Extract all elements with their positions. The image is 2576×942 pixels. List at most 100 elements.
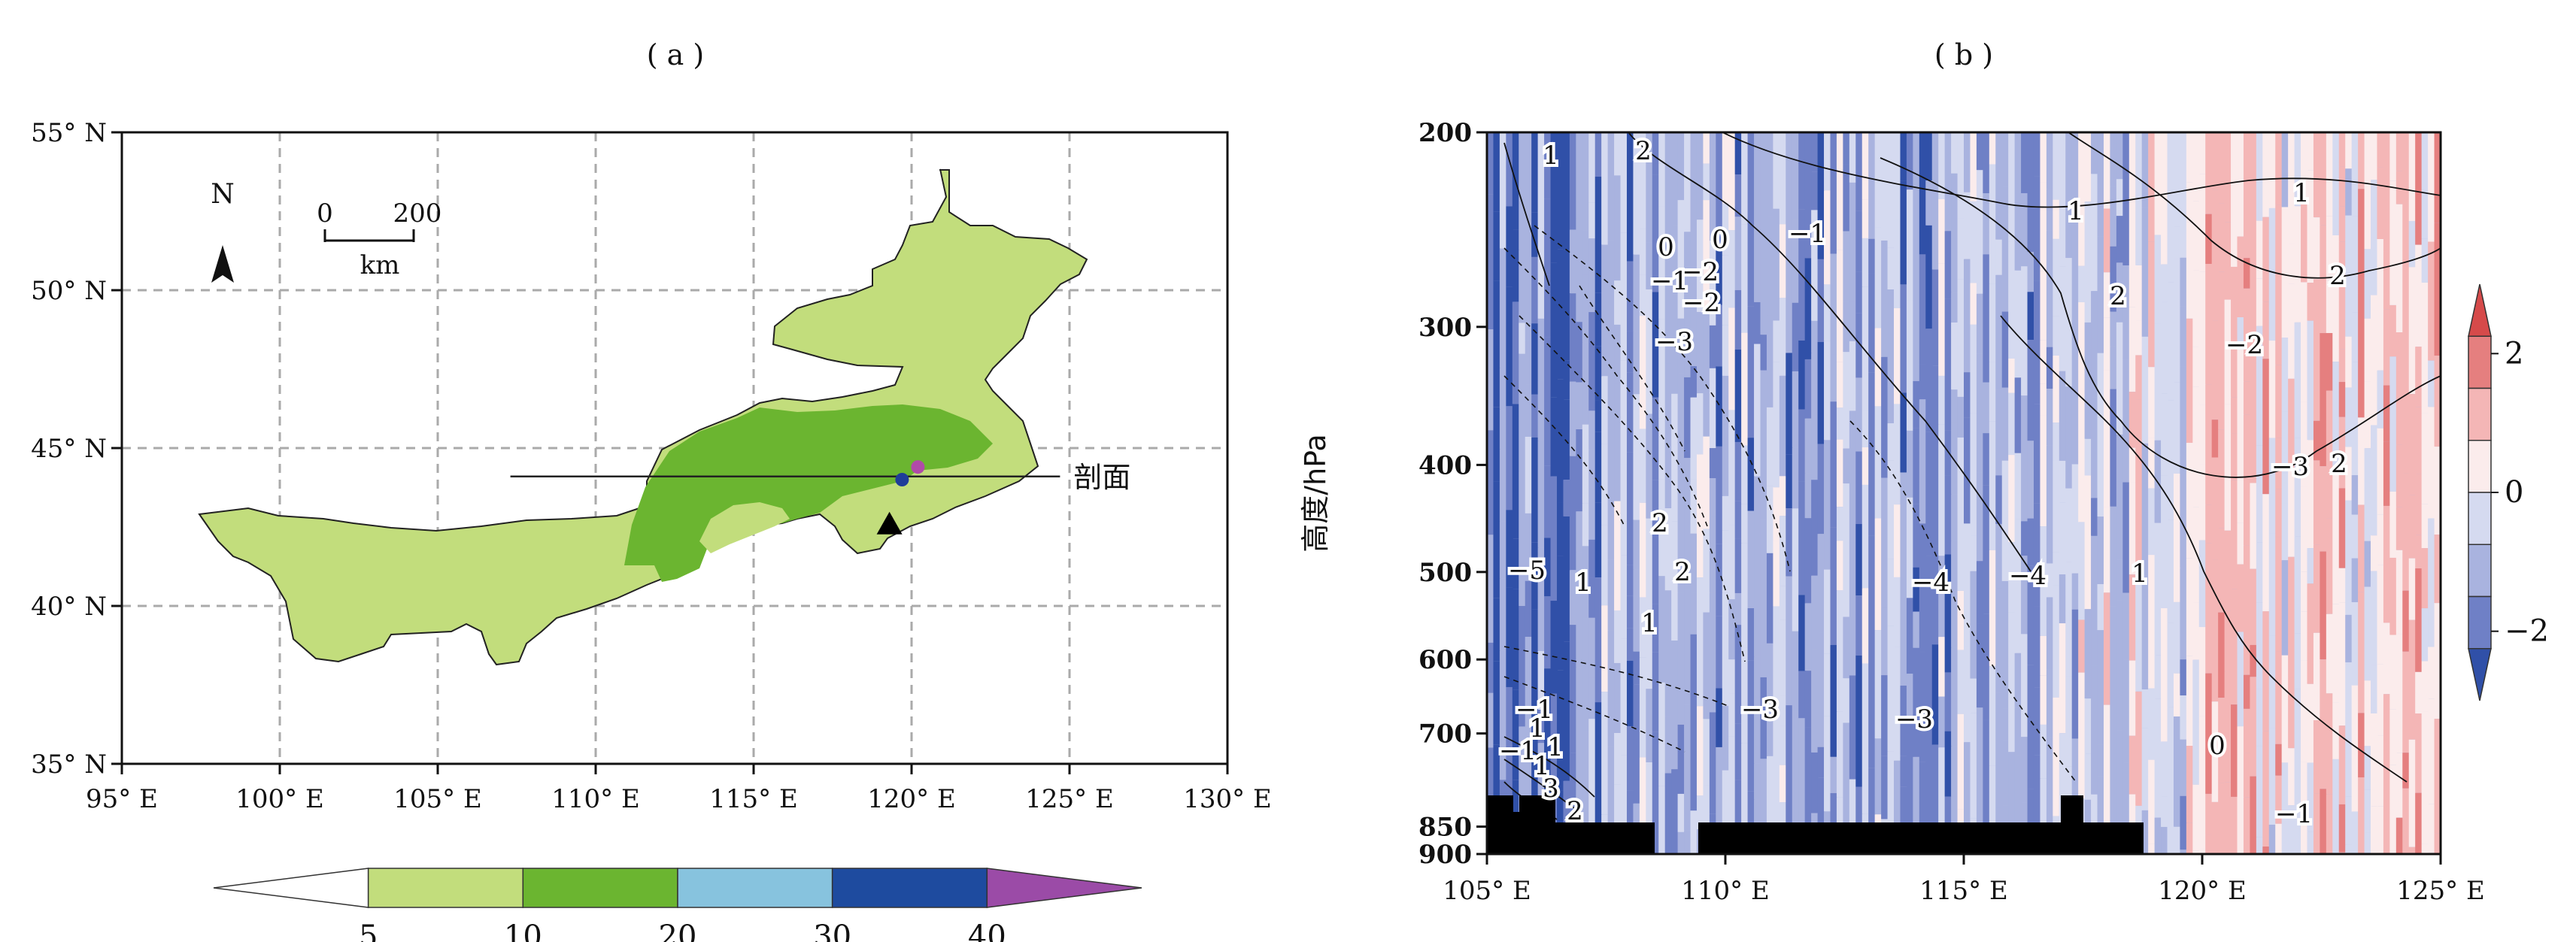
shade-cell: [2358, 417, 2365, 505]
shade-cell: [2148, 438, 2156, 489]
shade-cell: [2371, 180, 2378, 295]
shade-cell: [1537, 132, 1546, 186]
shade-cell: [2288, 677, 2295, 749]
shade-cell: [1976, 561, 1984, 624]
shade-cell: [1709, 241, 1717, 326]
shade-cell: [1677, 132, 1685, 201]
shade-cell: [2395, 753, 2404, 818]
north-arrow-icon: [211, 245, 234, 283]
shade-cell: [2027, 340, 2034, 441]
shade-cell: [1976, 353, 1984, 473]
shade-cell: [2180, 455, 2187, 568]
shade-cell: [1887, 460, 1895, 559]
shade-cell: [1506, 587, 1513, 687]
shade-cell: [1601, 444, 1609, 526]
shade-cell: [1824, 132, 1831, 191]
shade-cell: [1868, 238, 1876, 274]
shade-cell: [1983, 433, 1990, 486]
cross-section-axis-ticks: 105° E 110° E 115° E 120° E 125° E2003004005…: [1418, 118, 2485, 906]
shade-cell: [2161, 475, 2168, 608]
shade-cell: [2046, 669, 2054, 738]
province-region: [198, 168, 1088, 666]
shade-cell: [2345, 662, 2353, 797]
shade-cell: [1614, 784, 1622, 854]
shade-cell: [1582, 132, 1590, 231]
shade-cell: [1894, 504, 1901, 577]
shade-cell: [1913, 428, 1920, 504]
shade-cell: [2275, 489, 2283, 538]
shade-cell: [1728, 525, 1736, 600]
map-plot-area: N 0 200 km: [122, 132, 1227, 764]
shade-cell: [2332, 235, 2340, 362]
shade-cell: [1894, 219, 1901, 308]
shade-cell: [2415, 792, 2423, 854]
contour-label: 3: [1543, 774, 1559, 804]
shade-cell: [2198, 627, 2207, 716]
shade-cell: [2364, 586, 2372, 681]
shade-cell: [1626, 595, 1634, 629]
shade-cell: [1931, 644, 1940, 745]
shade-cell: [2173, 673, 2181, 717]
shade-cell: [2415, 535, 2423, 569]
shade-cell: [2084, 201, 2092, 323]
shade-cell: [2320, 551, 2327, 660]
shade-cell: [1836, 132, 1844, 250]
shade-cell: [2288, 283, 2295, 321]
shade-cell: [2307, 440, 2314, 549]
shade-cell: [1944, 672, 1952, 731]
colorbar-segment: [522, 868, 678, 908]
shade-cell: [2014, 453, 2022, 519]
shade-cell: [1900, 472, 1907, 600]
shade-cell: [2110, 246, 2117, 312]
shade-cell: [1798, 671, 1806, 719]
shade-cell: [1537, 318, 1546, 381]
shade-cell: [1773, 208, 1780, 321]
shade-cell: [2103, 507, 2111, 593]
shade-cell: [2205, 132, 2213, 214]
colorbar-extend-high: [986, 868, 1142, 908]
shade-cell: [2395, 444, 2404, 507]
shade-cell: [1861, 410, 1870, 447]
shade-cell: [2395, 204, 2404, 333]
shade-cell: [1951, 292, 1959, 323]
shade-cell: [1779, 298, 1787, 376]
colorbar-tick-label: −2: [2505, 614, 2549, 649]
shade-cell: [1900, 284, 1907, 393]
shade-cell: [2128, 307, 2137, 392]
shade-cell: [2281, 560, 2289, 656]
shade-cell: [1684, 458, 1692, 590]
shade-cell: [1614, 383, 1622, 501]
contour-line-negative: [1534, 225, 1791, 572]
shade-cell: [1614, 732, 1622, 785]
shade-cell: [2173, 226, 2181, 259]
shade-cell: [2377, 806, 2384, 854]
shade-cell: [1728, 736, 1736, 837]
shade-cell: [1703, 200, 1710, 313]
shade-cell: [1734, 501, 1743, 539]
shade-cell: [1983, 719, 1990, 831]
shade-cell: [1964, 372, 1971, 418]
shade-cell: [2320, 333, 2327, 467]
shade-cell: [2275, 651, 2283, 744]
shade-cell: [2313, 632, 2321, 721]
shade-cell: [1607, 428, 1616, 560]
shade-cell: [1843, 483, 1850, 617]
contour-line-positive: [1503, 736, 1595, 798]
shade-cell: [1894, 404, 1901, 505]
shade-cell: [2154, 655, 2162, 699]
shade-cell: [2027, 292, 2034, 341]
shade-cell: [1594, 132, 1603, 177]
shade-cell: [1588, 845, 1596, 854]
shade-cell: [1786, 353, 1793, 455]
shade-cell: [2383, 132, 2391, 252]
omega-shading: [1487, 132, 2441, 854]
shade-cell: [2021, 132, 2028, 193]
shade-cell: [1512, 301, 1520, 404]
shade-cell: [1861, 663, 1870, 711]
shade-cell: [1633, 332, 1640, 395]
shade-cell: [1874, 406, 1883, 519]
shade-cell: [1836, 541, 1844, 591]
shade-cell: [1925, 180, 1933, 226]
shade-cell: [2383, 694, 2391, 763]
shade-cell: [2186, 822, 2194, 854]
